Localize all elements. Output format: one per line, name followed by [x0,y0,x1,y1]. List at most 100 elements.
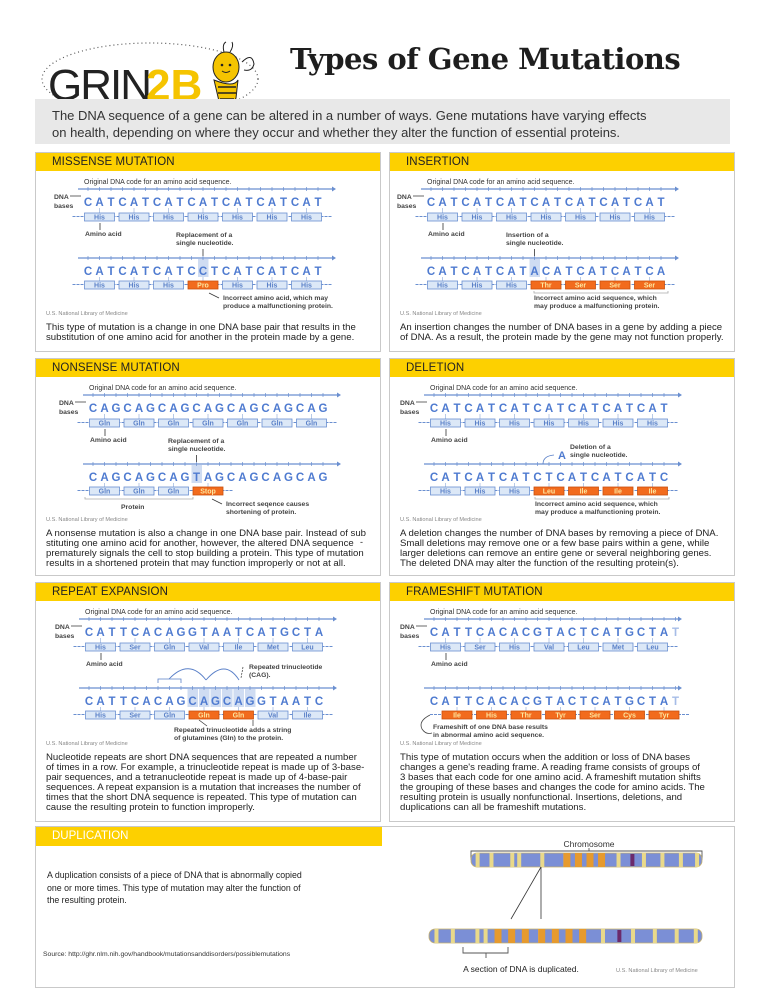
amino-acid: Gln [99,421,111,428]
dna-base: C [464,403,472,415]
amino-acid: His [509,489,520,496]
dna-base: C [430,472,438,484]
amino-acid-label: Amino acid [428,231,465,238]
dna-base: T [142,197,149,209]
amino-acid: Gln [99,489,111,496]
amino-box [123,418,155,428]
dna-base: A [507,266,515,278]
amino-acid: His [232,215,243,222]
dna-base: G [284,472,293,484]
dna-base: G [215,403,224,415]
dna-base: G [215,472,224,484]
amino-box [464,642,496,652]
description-line: A duplication consists of a piece of DNA… [47,870,302,880]
dna-base: C [625,472,633,484]
dna-base: A [142,696,150,708]
amino-box [565,212,596,222]
dna-base: T [554,197,561,209]
band [678,853,683,867]
description-line: The deleted DNA may alter the function o… [400,558,679,569]
dna-base: A [211,627,219,639]
dna-base: C [89,472,97,484]
amino-box [533,418,565,428]
dna-base: T [269,627,276,639]
dna-base: A [302,266,310,278]
amino-acid: Ile [235,645,243,652]
dna-base: T [657,197,664,209]
highlight-base [198,259,209,277]
dna-base: C [292,627,300,639]
dna-base: A [660,696,668,708]
arrow-head-icon [678,461,682,467]
dna-base: C [187,197,195,209]
dna-base: A [315,627,323,639]
description-line: 3 bases that each code for one amino aci… [400,772,701,783]
dna-base: G [250,403,259,415]
dna-base: T [649,472,656,484]
amino-box [154,642,185,652]
dna-base: C [199,266,207,278]
band [475,929,480,943]
amino-box [153,280,184,290]
band-duplicated [563,853,571,867]
amino-acid-label: Amino acid [85,231,122,238]
mutation-diagram: Original DNA code for an amino acid sequ… [46,179,336,317]
arrow-head-icon [678,392,682,398]
dna-base: C [158,403,166,415]
pointer [208,292,220,299]
dna-base: T [211,266,218,278]
dna-base: C [291,197,299,209]
dna-base: C [261,403,269,415]
amino-box [292,710,323,720]
amino-acid: Met [267,645,280,652]
source-link[interactable]: Source: http://ghr.nlm.nih.gov/handbook/… [43,951,291,958]
bracket [84,497,194,500]
dna-base: C [611,266,619,278]
panel-deletion: Original DNA code for an amino acid sequ… [389,358,735,576]
amino-box [291,280,322,290]
arrow-head-icon [675,255,679,261]
description-line: times that the short DNA sequence is rep… [46,792,357,803]
highlight-base [233,689,244,707]
amino-acid: His [472,215,483,222]
amino-box [292,642,323,652]
description-line: prematurely signals the cell to stop bui… [46,548,364,559]
dna-base: G [625,696,634,708]
pointer [240,666,244,679]
dna-base: A [292,696,300,708]
credit: U.S. National Library of Medicine [46,311,128,317]
chromosome [470,852,703,868]
amino-box [187,280,219,290]
amino-acid: His [94,283,105,290]
dna-base: G [188,627,197,639]
annotation: Replacement of a [168,438,224,445]
dna-base: T [545,696,552,708]
band [660,853,665,867]
dna-label: DNA [54,194,69,201]
amino-acid: Thr [520,713,532,720]
dna-base: A [648,403,656,415]
amino-acid: Gln [233,713,245,720]
dna-base: G [625,627,634,639]
dna-base: A [204,472,212,484]
dna-base: C [84,197,92,209]
dna-base: T [623,197,630,209]
amino-acid: Gln [237,421,249,428]
dna-base: A [307,403,315,415]
note: produce a malfunctioning protein. [223,303,333,310]
highlight-base [210,689,221,707]
stray-mark: - [360,537,363,547]
centromere [617,930,622,942]
dna-base: A [273,472,281,484]
band [540,853,545,867]
dna-base: A [200,696,208,708]
highlight-base [187,689,198,707]
dna-base: C [591,696,599,708]
bases-label: bases [59,409,78,416]
dna-base: A [96,627,104,639]
amino-box [568,642,599,652]
dna-base: G [250,472,259,484]
description-line: An insertion changes the number of DNA b… [400,322,723,333]
amino-box [188,710,220,720]
dna-base: T [120,696,127,708]
